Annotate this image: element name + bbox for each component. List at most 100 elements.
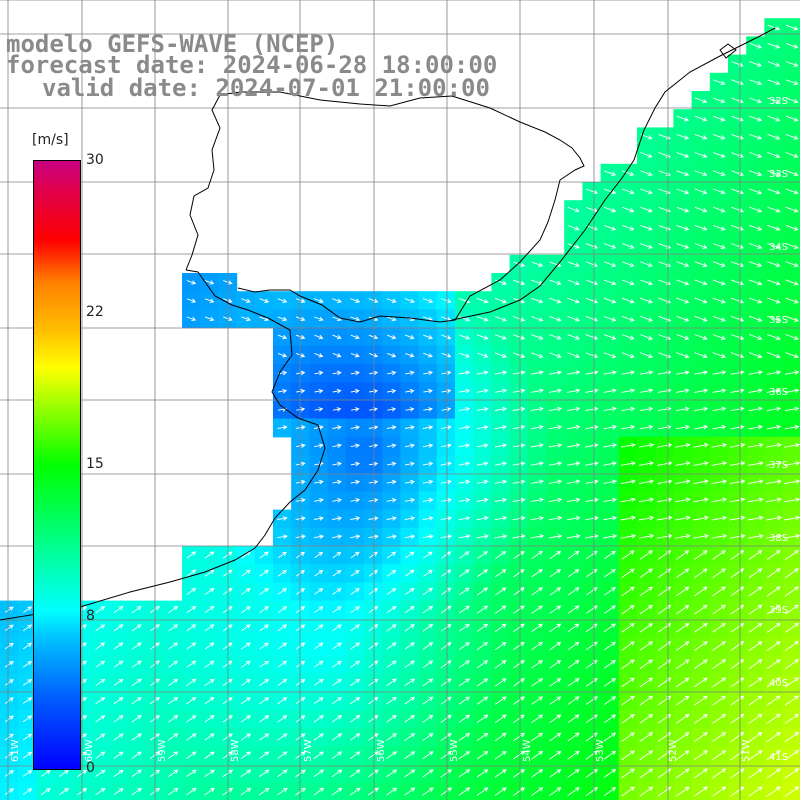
wind-arrow: [22, 733, 33, 741]
wind-arrow: [767, 61, 781, 67]
wind-arrow: [748, 786, 763, 797]
wind-arrow: [730, 406, 745, 412]
wind-arrow: [386, 714, 397, 723]
wind-arrow: [368, 425, 379, 430]
wind-arrow: [350, 425, 361, 430]
wind-arrow: [729, 461, 746, 466]
wind-arrow: [422, 298, 434, 304]
wind-arrow: [459, 569, 470, 578]
wind-arrow: [767, 188, 781, 195]
wind-arrow: [549, 678, 562, 687]
wind-arrow: [277, 715, 288, 723]
wind-arrow: [585, 352, 599, 359]
wind-arrow: [368, 715, 379, 723]
wind-arrow: [712, 206, 726, 213]
wind-arrow: [639, 786, 654, 797]
wind-arrow: [314, 352, 324, 358]
wind-arrow: [405, 407, 415, 412]
wind-arrow: [675, 659, 690, 670]
wind-arrow: [585, 714, 598, 724]
wind-arrow: [711, 533, 728, 539]
wind-arrow: [621, 750, 635, 761]
wind-arrow: [639, 406, 654, 412]
wind-arrow: [638, 442, 655, 448]
wind-arrow: [476, 696, 489, 705]
wind-arrow: [603, 678, 617, 687]
wind-arrow: [476, 769, 489, 778]
wind-arrow: [785, 315, 799, 322]
wind-arrow: [603, 370, 617, 375]
wind-arrow: [603, 750, 617, 760]
wind-arrow: [749, 188, 763, 195]
wind-arrow: [585, 732, 598, 742]
wind-arrow: [458, 732, 471, 742]
colorbar-tick-0: 0: [86, 760, 95, 776]
wind-arrow: [204, 660, 215, 668]
wind-arrow: [186, 696, 197, 705]
wind-arrow: [512, 334, 526, 340]
wind-arrow: [331, 696, 342, 705]
wind-arrow: [712, 352, 726, 359]
wind-arrow: [204, 769, 215, 778]
wind-arrow: [730, 622, 745, 633]
wind-arrow: [367, 787, 379, 796]
wind-arrow: [603, 787, 617, 797]
colorbar-tick-30: 30: [86, 152, 104, 168]
wind-arrow: [676, 133, 690, 140]
wind-arrow: [168, 696, 179, 705]
wind-arrow: [585, 497, 599, 503]
wind-arrow: [730, 604, 745, 615]
wind-arrow: [440, 660, 452, 669]
wind-arrow: [749, 152, 763, 158]
wind-arrow: [387, 407, 397, 412]
wind-arrow: [113, 787, 124, 796]
wind-arrow: [749, 261, 763, 268]
wind-arrow: [749, 115, 763, 122]
wind-arrow: [131, 696, 142, 705]
wind-arrow: [494, 750, 507, 760]
latitude-label: 41S: [769, 752, 788, 763]
wind-arrow: [440, 587, 452, 596]
wind-arrow: [368, 569, 378, 577]
wind-arrow: [186, 624, 197, 632]
wind-arrow: [785, 61, 799, 67]
wind-arrow: [639, 586, 653, 597]
wind-arrow: [422, 461, 434, 467]
wind-arrow: [241, 606, 251, 614]
wind-arrow: [585, 750, 598, 760]
wind-arrow: [350, 388, 360, 394]
wind-arrow: [512, 769, 525, 778]
wind-arrow: [621, 623, 635, 633]
wind-arrow: [368, 461, 379, 467]
wind-arrow: [549, 370, 563, 375]
wind-arrow: [603, 243, 617, 249]
wind-arrow: [349, 769, 361, 778]
wind-arrow: [711, 442, 728, 448]
wind-arrow: [204, 551, 215, 559]
wind-arrow: [349, 715, 361, 723]
wind-arrow: [639, 623, 653, 633]
wind-arrow: [494, 316, 507, 322]
wind-arrow: [350, 569, 360, 577]
wind-arrow: [441, 370, 452, 376]
wind-arrow: [513, 696, 525, 705]
wind-arrow: [549, 787, 562, 796]
wind-arrow: [4, 697, 14, 704]
wind-arrow: [549, 569, 562, 578]
wind-arrow: [621, 297, 635, 304]
wind-arrow: [368, 696, 379, 705]
wind-arrow: [440, 605, 452, 614]
wind-arrow: [350, 370, 360, 376]
wind-arrow: [95, 769, 106, 778]
wind-arrow: [368, 370, 379, 376]
wind-arrow: [585, 768, 598, 778]
wind-arrow: [730, 731, 745, 743]
wind-arrow: [459, 551, 470, 559]
wind-arrow: [440, 642, 452, 650]
latitude-label: 39S: [769, 605, 788, 616]
wind-arrow: [766, 677, 781, 688]
wind-arrow: [767, 79, 781, 86]
wind-arrow: [495, 551, 507, 559]
wind-arrow: [368, 352, 379, 358]
wind-arrow: [404, 461, 415, 467]
